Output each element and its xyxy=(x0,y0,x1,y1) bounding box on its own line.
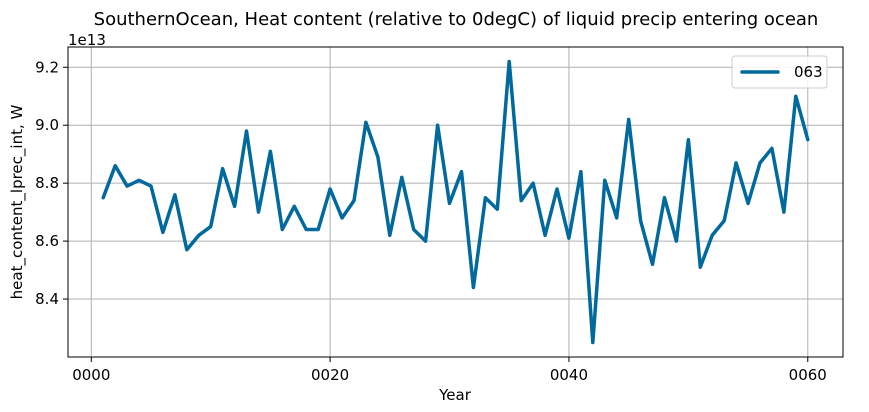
data-point xyxy=(245,129,248,133)
data-point xyxy=(472,286,475,289)
data-point xyxy=(639,219,642,222)
y-offset-label: 1e13 xyxy=(68,31,106,49)
data-point xyxy=(281,228,284,231)
x-axis-label: Year xyxy=(438,386,472,404)
data-point xyxy=(448,202,451,205)
data-point xyxy=(615,216,618,220)
data-point xyxy=(782,210,786,214)
data-point xyxy=(233,205,236,208)
data-point xyxy=(758,161,762,165)
data-point xyxy=(114,164,117,167)
y-tick-label: 9.2 xyxy=(35,58,59,76)
data-point xyxy=(185,248,188,251)
chart-title: SouthernOcean, Heat content (relative to… xyxy=(94,9,819,30)
data-point xyxy=(603,179,606,182)
data-point xyxy=(734,161,738,165)
y-tick-label: 9.0 xyxy=(35,116,59,134)
data-point xyxy=(197,234,200,237)
data-point xyxy=(352,199,356,202)
data-point xyxy=(591,341,594,344)
data-point xyxy=(328,187,332,191)
y-tick-label: 8.4 xyxy=(35,290,59,308)
data-point xyxy=(102,196,105,199)
data-point xyxy=(340,216,344,220)
data-point xyxy=(627,118,630,121)
data-point xyxy=(149,184,153,188)
data-point xyxy=(161,231,165,234)
data-point xyxy=(412,228,415,231)
data-point xyxy=(806,138,809,141)
data-point xyxy=(651,263,654,266)
data-point xyxy=(305,228,308,231)
data-point xyxy=(209,225,212,228)
data-point xyxy=(496,208,499,211)
data-point xyxy=(173,193,177,196)
data-point xyxy=(723,219,726,222)
data-point xyxy=(663,196,666,199)
data-point xyxy=(555,187,559,191)
y-tick-label: 8.6 xyxy=(35,232,59,250)
data-point xyxy=(543,234,547,237)
data-point xyxy=(567,237,571,240)
data-point xyxy=(520,199,523,202)
legend-label-063: 063 xyxy=(794,63,823,81)
data-point xyxy=(579,170,583,173)
x-tick-label: 0060 xyxy=(789,366,827,384)
data-point xyxy=(746,202,750,205)
data-point xyxy=(364,121,368,124)
data-point xyxy=(699,266,702,269)
y-axis-label: heat_content_lprec_int, W xyxy=(8,105,27,300)
axis-ticks: 0000 0020 0040 0060 8.4 8.6 8.8 9.0 9.2 xyxy=(35,58,827,384)
x-tick-label: 0000 xyxy=(72,366,110,384)
data-point xyxy=(400,176,403,179)
data-point xyxy=(687,138,690,141)
data-point xyxy=(388,234,391,237)
data-point xyxy=(484,196,487,199)
data-point xyxy=(460,170,463,173)
data-point xyxy=(794,95,797,98)
y-tick-label: 8.8 xyxy=(35,174,59,192)
data-point xyxy=(531,182,535,185)
data-point xyxy=(221,167,224,170)
plot-area-frame xyxy=(67,46,844,358)
data-point xyxy=(436,124,439,127)
data-point xyxy=(424,239,427,243)
data-point xyxy=(508,60,511,63)
data-point xyxy=(376,155,380,159)
data-point xyxy=(675,239,678,243)
data-point xyxy=(770,147,774,150)
data-point xyxy=(137,179,141,182)
data-point xyxy=(257,210,260,214)
legend: 063 xyxy=(731,55,828,89)
data-point xyxy=(125,184,129,188)
data-point xyxy=(293,205,296,208)
series-layer xyxy=(101,59,810,345)
data-point xyxy=(269,150,272,153)
data-point xyxy=(711,234,714,237)
x-tick-label: 0040 xyxy=(550,366,588,384)
x-tick-label: 0020 xyxy=(311,366,349,384)
series-line-063 xyxy=(101,59,810,345)
data-point xyxy=(317,228,320,231)
